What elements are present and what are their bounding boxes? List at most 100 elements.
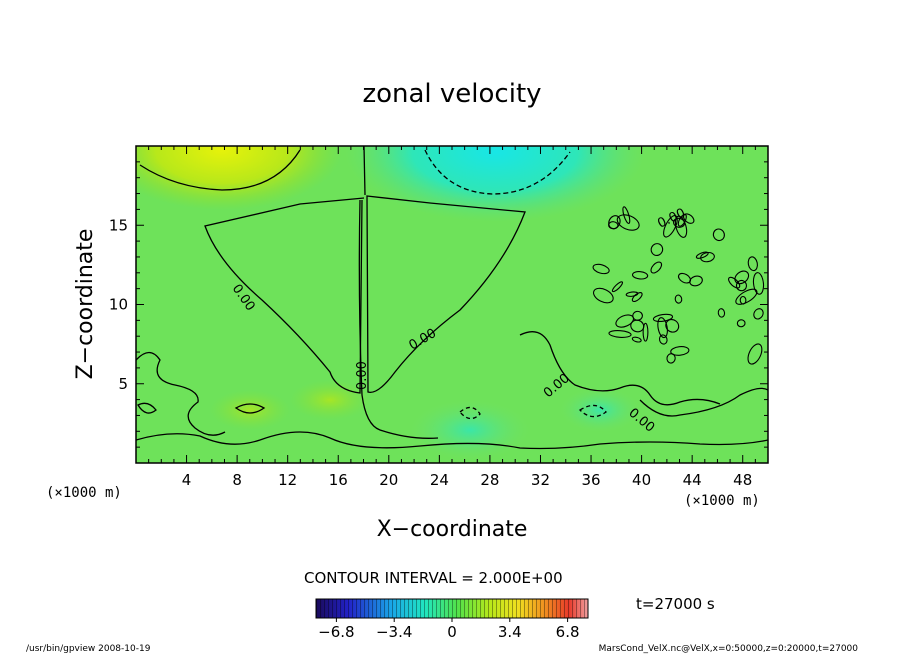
contour-small-left-edge bbox=[137, 402, 157, 414]
colorbar-tick-label: −3.4 bbox=[376, 623, 412, 641]
small-contour bbox=[652, 313, 674, 322]
small-contour bbox=[593, 287, 614, 304]
small-contour bbox=[615, 314, 635, 328]
small-contour bbox=[616, 214, 640, 231]
contour-right-lobe bbox=[366, 195, 526, 393]
y-tick-label: 10 bbox=[109, 296, 128, 314]
colorbar: −6.8 −3.4 0 3.4 6.8 bbox=[315, 598, 589, 641]
x-tick-label: 44 bbox=[683, 471, 702, 489]
x-tick-label: 16 bbox=[329, 471, 348, 489]
x-tick-label: 8 bbox=[232, 471, 242, 489]
small-contour bbox=[747, 256, 758, 272]
plot-area: 0.00 0.00 0.00 0.00 0.00 0.00 bbox=[136, 146, 768, 463]
small-contour bbox=[663, 215, 678, 238]
contour-top-right bbox=[424, 149, 571, 195]
x-tick-label: 4 bbox=[182, 471, 192, 489]
small-contour bbox=[735, 279, 748, 292]
small-contour bbox=[735, 288, 758, 305]
small-contour bbox=[631, 292, 643, 303]
x-unit-left: (×1000 m) bbox=[46, 485, 122, 501]
y-axis: 5 10 15 bbox=[109, 161, 768, 448]
small-contour bbox=[642, 322, 649, 342]
small-contour bbox=[677, 272, 692, 284]
contour-small-neg-1 bbox=[459, 406, 481, 420]
x-tick-label: 40 bbox=[632, 471, 651, 489]
small-contour bbox=[728, 276, 741, 289]
contour-noise-cluster bbox=[592, 206, 765, 365]
footer-left: /usr/bin/gpview 2008-10-19 bbox=[26, 644, 151, 654]
x-tick-label: 28 bbox=[480, 471, 499, 489]
contour-bottom-wave bbox=[136, 431, 768, 450]
field-region-negative-top bbox=[345, 146, 645, 222]
small-contour bbox=[631, 271, 649, 280]
small-contour bbox=[753, 308, 764, 320]
colorbar-tick-label: −6.8 bbox=[318, 623, 354, 641]
contour-interval: CONTOUR INTERVAL = 2.000E+00 bbox=[304, 569, 563, 587]
contour-small-left bbox=[234, 403, 266, 414]
small-contour bbox=[747, 343, 763, 365]
colorbar-tick-label: 0 bbox=[447, 623, 457, 641]
small-contour bbox=[657, 317, 668, 339]
small-contour bbox=[625, 291, 639, 297]
x-tick-label: 20 bbox=[379, 471, 398, 489]
chart-title: zonal velocity bbox=[362, 79, 541, 109]
small-contour bbox=[712, 228, 725, 242]
x-tick-label: 12 bbox=[278, 471, 297, 489]
small-contour bbox=[650, 261, 663, 274]
x-unit-right: (×1000 m) bbox=[684, 493, 760, 509]
colorbar-stripes bbox=[316, 599, 588, 618]
small-contour bbox=[677, 213, 687, 227]
small-contour bbox=[683, 213, 695, 224]
x-axis: 4 8 12 16 20 24 28 32 36 40 44 48 bbox=[148, 146, 756, 489]
field-region-lime-left bbox=[210, 390, 290, 430]
small-contour bbox=[608, 330, 632, 338]
time-label: t=27000 s bbox=[636, 595, 715, 613]
small-contour bbox=[674, 215, 688, 238]
colorbar-tick-label: 6.8 bbox=[556, 623, 580, 641]
small-contour bbox=[608, 221, 619, 230]
field-region-lime-mid bbox=[290, 380, 370, 420]
small-contour bbox=[650, 243, 664, 256]
small-contour bbox=[670, 346, 690, 356]
small-contour bbox=[736, 319, 746, 328]
contour-right-structure bbox=[519, 331, 721, 406]
contour-lines bbox=[136, 146, 768, 450]
x-tick-label: 24 bbox=[430, 471, 449, 489]
contour-top-left bbox=[139, 149, 301, 191]
x-tick-label: 32 bbox=[531, 471, 550, 489]
small-contour bbox=[752, 272, 765, 295]
small-contour bbox=[631, 336, 642, 343]
y-tick-label: 15 bbox=[109, 216, 128, 234]
colorbar-ticks: −6.8 −3.4 0 3.4 6.8 bbox=[318, 618, 580, 641]
small-contour bbox=[695, 251, 709, 259]
contour-label: 0.00 bbox=[355, 361, 370, 390]
y-axis-label: Z−coordinate bbox=[73, 229, 98, 380]
small-contour bbox=[674, 294, 683, 304]
small-contour bbox=[734, 270, 750, 285]
y-tick-label: 5 bbox=[118, 375, 128, 393]
contour-bump-right bbox=[639, 387, 768, 417]
field-region-teal-low bbox=[410, 400, 530, 460]
contour-center-stem bbox=[358, 199, 439, 439]
x-tick-label: 36 bbox=[581, 471, 600, 489]
small-contour bbox=[739, 295, 747, 305]
field-region-teal-right bbox=[560, 388, 640, 432]
small-contour bbox=[658, 334, 668, 345]
small-contour bbox=[717, 308, 726, 318]
contour-small-neg-2 bbox=[578, 404, 607, 418]
small-contour bbox=[592, 263, 610, 275]
small-contour bbox=[689, 275, 703, 287]
small-contour bbox=[630, 319, 645, 333]
contour-left-lobe bbox=[204, 197, 365, 394]
small-contour bbox=[665, 318, 680, 333]
x-axis-label: X−coordinate bbox=[377, 517, 528, 542]
footer-right: MarsCond_VelX.nc@VelX,x=0:50000,z=0:2000… bbox=[599, 644, 859, 654]
x-tick-label: 48 bbox=[733, 471, 752, 489]
contour-divider bbox=[363, 146, 366, 196]
colorbar-tick-label: 3.4 bbox=[498, 623, 522, 641]
contour-left-edge bbox=[136, 351, 226, 436]
small-contour bbox=[622, 206, 631, 224]
field-region-positive-top bbox=[136, 146, 342, 210]
small-contour bbox=[611, 281, 624, 293]
